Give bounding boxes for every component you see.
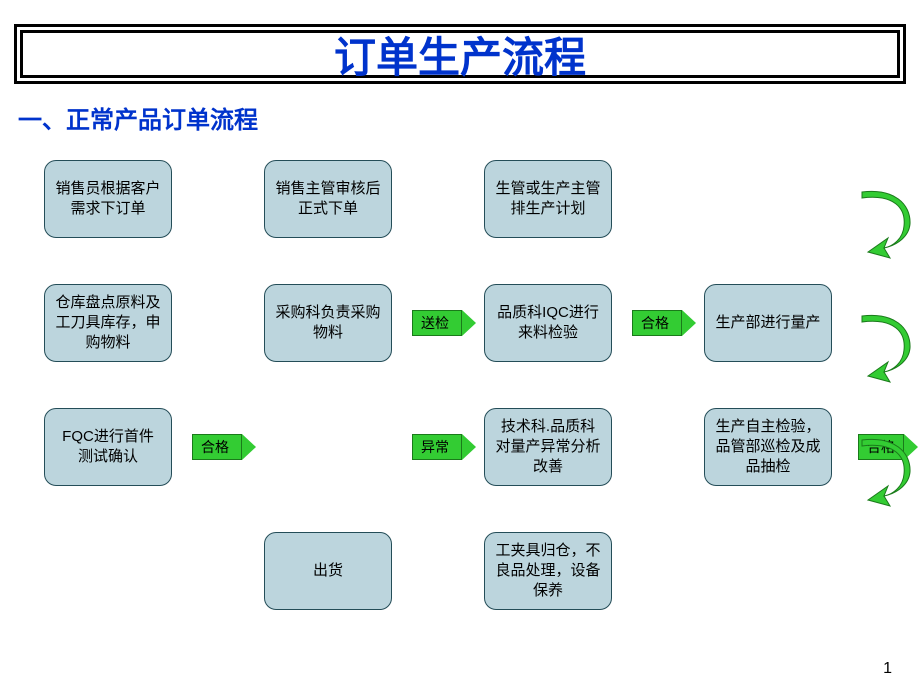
curved-arrow-c2 [854, 314, 914, 384]
flow-node-n2: 销售主管审核后正式下单 [264, 160, 392, 238]
flow-node-n9: 技术科.品质科对量产异常分析改善 [484, 408, 612, 486]
flow-node-n1: 销售员根据客户需求下订单 [44, 160, 172, 238]
flow-node-n7: 生产部进行量产 [704, 284, 832, 362]
flow-node-n10: 生产自主检验，品管部巡检及成品抽检 [704, 408, 832, 486]
flow-node-n12: 工夹具归仓，不良品处理，设备保养 [484, 532, 612, 610]
flow-arrow-a1: 送检 [412, 310, 476, 336]
page-number: 1 [883, 660, 892, 678]
flow-node-n6: 品质科IQC进行来料检验 [484, 284, 612, 362]
section-title: 一、正常产品订单流程 [18, 100, 258, 135]
flow-node-n5: 采购科负责采购物料 [264, 284, 392, 362]
flow-node-n3: 生管或生产主管排生产计划 [484, 160, 612, 238]
flow-node-n11: 出货 [264, 532, 392, 610]
flow-node-n8: FQC进行首件测试确认 [44, 408, 172, 486]
flow-arrow-a4: 异常 [412, 434, 476, 460]
flow-arrow-a2: 合格 [632, 310, 696, 336]
flow-node-n4: 仓库盘点原料及工刀具库存，申购物料 [44, 284, 172, 362]
flow-arrow-a3: 合格 [192, 434, 256, 460]
curved-arrow-c3 [854, 438, 914, 508]
curved-arrow-c1 [854, 190, 914, 260]
page-title: 订单生产流程 [0, 24, 920, 85]
